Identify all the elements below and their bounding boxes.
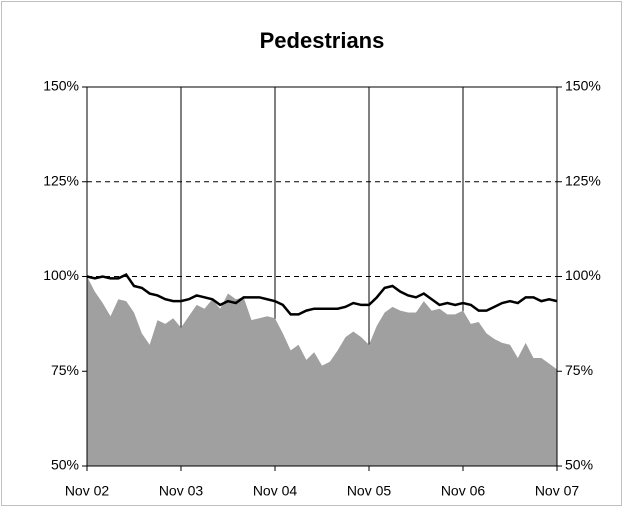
- line: [86, 273, 558, 316]
- y-tick-label: 75%: [51, 362, 79, 378]
- y-tick-label: 100%: [43, 267, 79, 283]
- y-tick-label: 125%: [43, 172, 79, 188]
- chart-title: Pedestrians: [260, 28, 385, 53]
- x-tick-label: Nov 07: [535, 483, 580, 499]
- y2-tick-label: 50%: [565, 457, 593, 473]
- y2-tick-label: 125%: [565, 172, 601, 188]
- x-tick-label: Nov 05: [347, 483, 392, 499]
- x-tick-label: Nov 02: [65, 483, 110, 499]
- plot-border: [86, 86, 558, 467]
- y-tick-label: 50%: [51, 457, 79, 473]
- x-tick-label: Nov 04: [253, 483, 298, 499]
- x-tick-label: Nov 06: [441, 483, 486, 499]
- y2-tick-label: 75%: [565, 362, 593, 378]
- y2-tick-label: 150%: [565, 78, 601, 94]
- y-tick-label: 150%: [43, 78, 79, 94]
- x-tick-label: Nov 03: [159, 483, 204, 499]
- area: [87, 276, 557, 466]
- y2-tick-label: 100%: [565, 267, 601, 283]
